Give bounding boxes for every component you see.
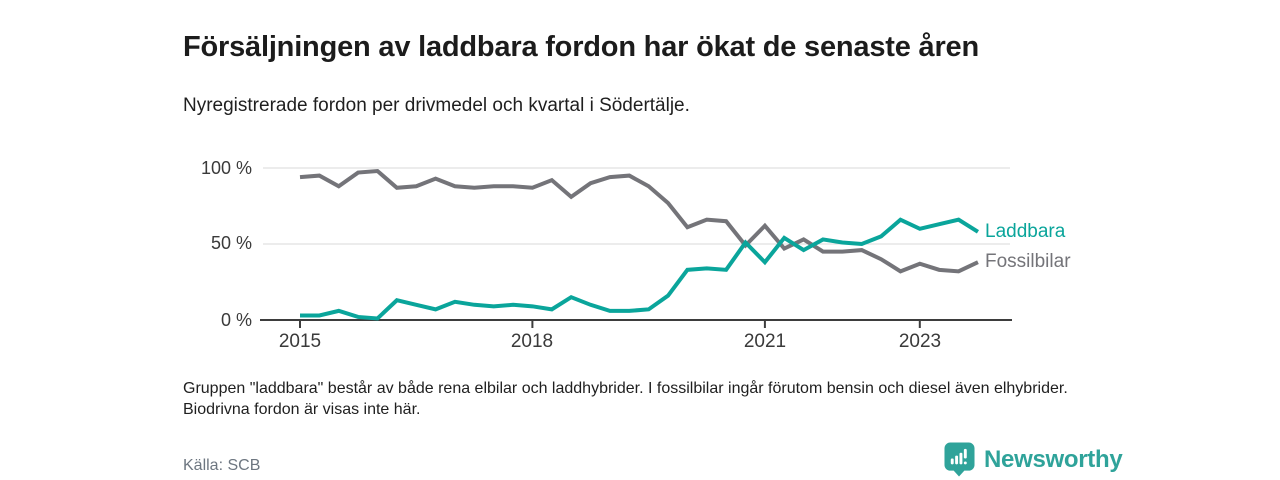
x-axis-label-2021: 2021 — [743, 331, 787, 352]
legend-label-fossilbilar: Fossilbilar — [985, 251, 1071, 272]
page-title: Försäljningen av laddbara fordon har öka… — [183, 31, 979, 64]
bar-small — [950, 458, 954, 465]
chart-subtitle: Nyregistrerade fordon per drivmedel och … — [183, 95, 690, 116]
x-axis-label-2015: 2015 — [278, 331, 322, 352]
chart-footnote: Gruppen "laddbara" består av både rena e… — [183, 380, 1068, 418]
y-axis-label-50: 50 % — [210, 233, 252, 253]
x-axis-label-2018: 2018 — [510, 331, 554, 352]
exclamation-bar — [963, 448, 967, 459]
legend-label-laddbara: Laddbara — [985, 221, 1066, 242]
y-axis-label-100: 100 % — [200, 158, 252, 178]
x-axis-label-2023: 2023 — [898, 331, 942, 352]
bar-medium — [955, 455, 959, 465]
exclamation-dot — [963, 461, 967, 465]
newsworthy-bubble-icon — [944, 442, 975, 477]
newsworthy-logo[interactable]: Newsworthy — [944, 442, 1123, 477]
source-credit: Källa: SCB — [183, 457, 261, 474]
line-chart — [260, 167, 1012, 328]
laddbara-line — [300, 217, 980, 321]
y-axis-label-0: 0 % — [220, 310, 252, 330]
brand-name: Newsworthy — [984, 445, 1123, 473]
bar-tall — [959, 452, 963, 465]
fossilbilar-line — [299, 168, 979, 274]
